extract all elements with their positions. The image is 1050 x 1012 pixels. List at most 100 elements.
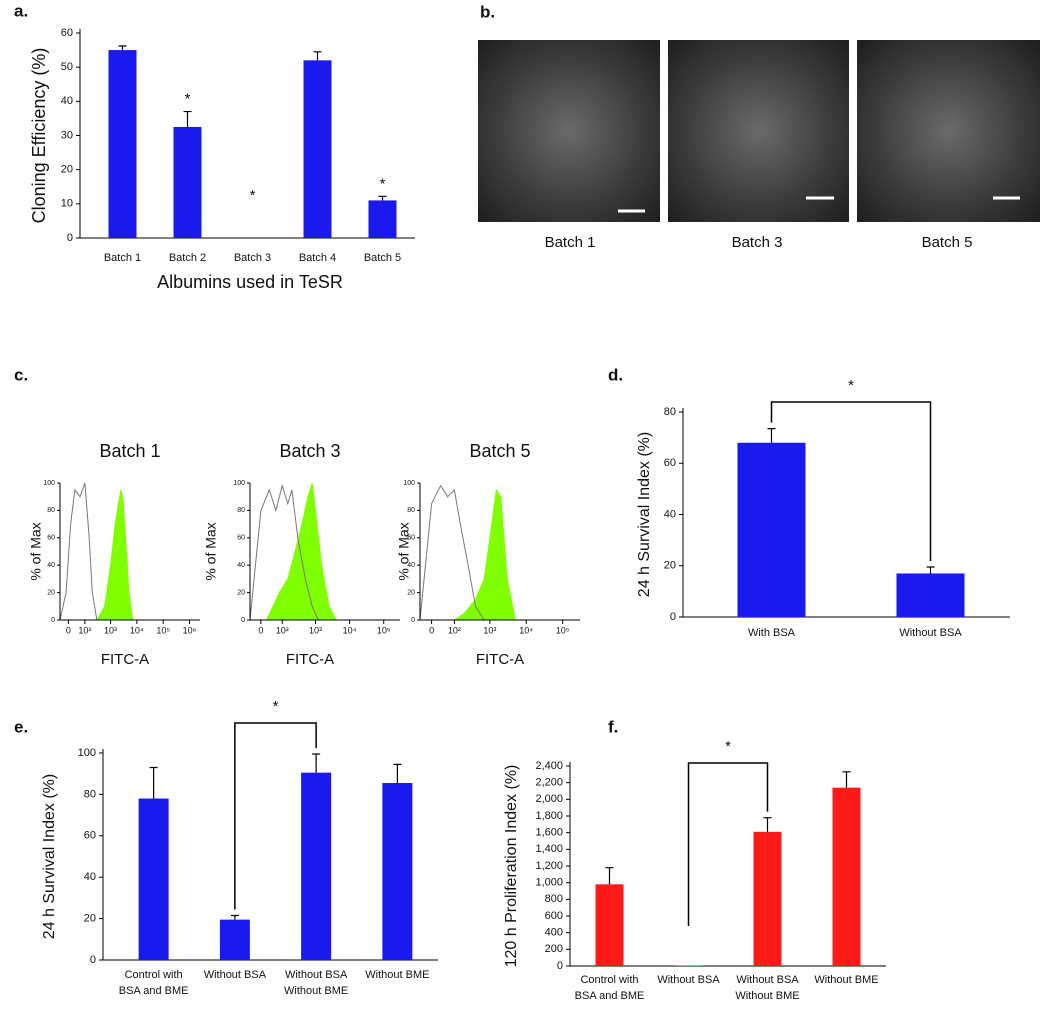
- x-tick-label: 10⁵: [377, 625, 391, 635]
- comparison-bracket: [687, 762, 769, 926]
- y-tick-label: 100: [78, 747, 96, 759]
- panel-label: d.: [608, 365, 623, 384]
- x-tick-label: Batch 4: [299, 252, 336, 264]
- y-axis-label: Cloning Efficiency (%): [29, 48, 49, 224]
- y-tick-label: 60: [407, 535, 415, 542]
- bar: [896, 573, 965, 617]
- y-tick-label: 100: [403, 480, 415, 487]
- histogram-line: [419, 484, 485, 621]
- chart-title: Batch 3: [279, 441, 340, 461]
- bar: [301, 772, 332, 960]
- y-tick-label: 0: [90, 954, 96, 966]
- error-bar: [926, 566, 935, 574]
- image-caption: Batch 1: [545, 234, 596, 251]
- y-tick-label: 1,400: [535, 843, 563, 855]
- y-tick-label: 40: [84, 871, 96, 883]
- y-tick-label: 40: [407, 562, 415, 569]
- x-tick-label: Control with: [125, 969, 183, 981]
- bar: [737, 442, 806, 617]
- y-tick-label: 0: [241, 617, 245, 624]
- y-tick-label: 20: [47, 589, 55, 596]
- y-tick-label: 100: [43, 480, 55, 487]
- y-tick-label: 600: [545, 910, 563, 922]
- micrograph: [857, 40, 1040, 222]
- x-tick-label: 10⁵: [156, 625, 170, 635]
- comparison-label: *: [725, 738, 731, 755]
- y-tick-label: 800: [545, 893, 563, 905]
- x-tick-label: Without BSA: [204, 969, 267, 981]
- bar: [595, 884, 624, 966]
- error-bar: [230, 914, 239, 920]
- y-axis-label: % of Max: [396, 522, 412, 580]
- y-tick-label: 2,000: [535, 793, 563, 805]
- y-tick-label: 60: [47, 535, 55, 542]
- y-tick-label: 0: [411, 617, 415, 624]
- x-axis-label: FITC-A: [101, 651, 149, 668]
- x-tick-label: Without BSA: [736, 974, 799, 986]
- micrograph: [478, 40, 660, 222]
- y-tick-label: 40: [61, 95, 73, 107]
- panel-label: b.: [480, 2, 495, 21]
- histogram-area: [452, 488, 516, 621]
- y-tick-label: 80: [237, 507, 245, 514]
- significance: *: [185, 91, 191, 108]
- y-tick-label: 20: [664, 560, 676, 572]
- error-bar: [605, 867, 614, 885]
- x-axis-label: FITC-A: [286, 651, 334, 668]
- x-tick-label: 10³: [309, 625, 322, 635]
- x-tick-label: 10⁴: [343, 625, 357, 635]
- y-tick-label: 80: [47, 507, 55, 514]
- histogram-line: [249, 483, 319, 621]
- y-tick-label: 10: [61, 198, 73, 210]
- bar: [108, 50, 137, 239]
- y-tick-label: 40: [664, 508, 676, 520]
- x-tick-label: 0: [66, 625, 71, 635]
- x-tick-label: 10⁶: [183, 625, 197, 635]
- image-caption: Batch 5: [922, 234, 973, 251]
- significance: *: [380, 175, 386, 192]
- y-tick-label: 100: [233, 480, 245, 487]
- chart-title: Batch 1: [99, 441, 160, 461]
- error-bar: [149, 766, 158, 799]
- x-axis-label: Albumins used in TeSR: [157, 272, 343, 292]
- y-tick-label: 80: [84, 788, 96, 800]
- bar: [368, 200, 397, 238]
- y-tick-label: 20: [84, 913, 96, 925]
- y-tick-label: 60: [84, 830, 96, 842]
- y-tick-label: 2,200: [535, 777, 563, 789]
- y-axis-label: % of Max: [28, 522, 44, 580]
- error-bar: [312, 753, 321, 773]
- y-tick-label: 1,800: [535, 810, 563, 822]
- y-tick-label: 20: [61, 164, 73, 176]
- y-tick-label: 0: [670, 611, 676, 623]
- y-tick-label: 60: [61, 27, 73, 39]
- significance: *: [250, 187, 256, 204]
- comparison-bracket: [770, 401, 932, 562]
- comparison-label: *: [273, 698, 279, 715]
- x-tick-label: Without BSA: [657, 974, 720, 986]
- y-tick-label: 0: [557, 960, 563, 972]
- x-tick-label: 0: [258, 625, 263, 635]
- x-tick-label: 10⁴: [519, 625, 533, 635]
- error-bar: [378, 195, 387, 201]
- x-tick-label: BSA and BME: [575, 990, 645, 1002]
- y-tick-label: 0: [51, 617, 55, 624]
- x-tick-label: Without BME: [735, 990, 799, 1002]
- y-tick-label: 60: [237, 535, 245, 542]
- x-tick-label: Batch 2: [169, 252, 206, 264]
- x-tick-label: 10³: [104, 625, 117, 635]
- x-tick-label: Without BSA: [285, 969, 348, 981]
- x-tick-label: Without BSA: [899, 627, 962, 639]
- y-axis-label: 24 h Survival Index (%): [41, 774, 58, 939]
- histogram-area: [265, 482, 337, 621]
- x-tick-label: 10⁴: [130, 625, 144, 635]
- bar: [832, 787, 861, 966]
- bar: [303, 60, 332, 239]
- x-tick-label: Without BME: [365, 969, 429, 981]
- x-tick-label: BSA and BME: [119, 985, 189, 997]
- y-tick-label: 40: [237, 562, 245, 569]
- panel-label: a.: [14, 1, 28, 20]
- y-tick-label: 40: [47, 562, 55, 569]
- bar: [138, 798, 169, 960]
